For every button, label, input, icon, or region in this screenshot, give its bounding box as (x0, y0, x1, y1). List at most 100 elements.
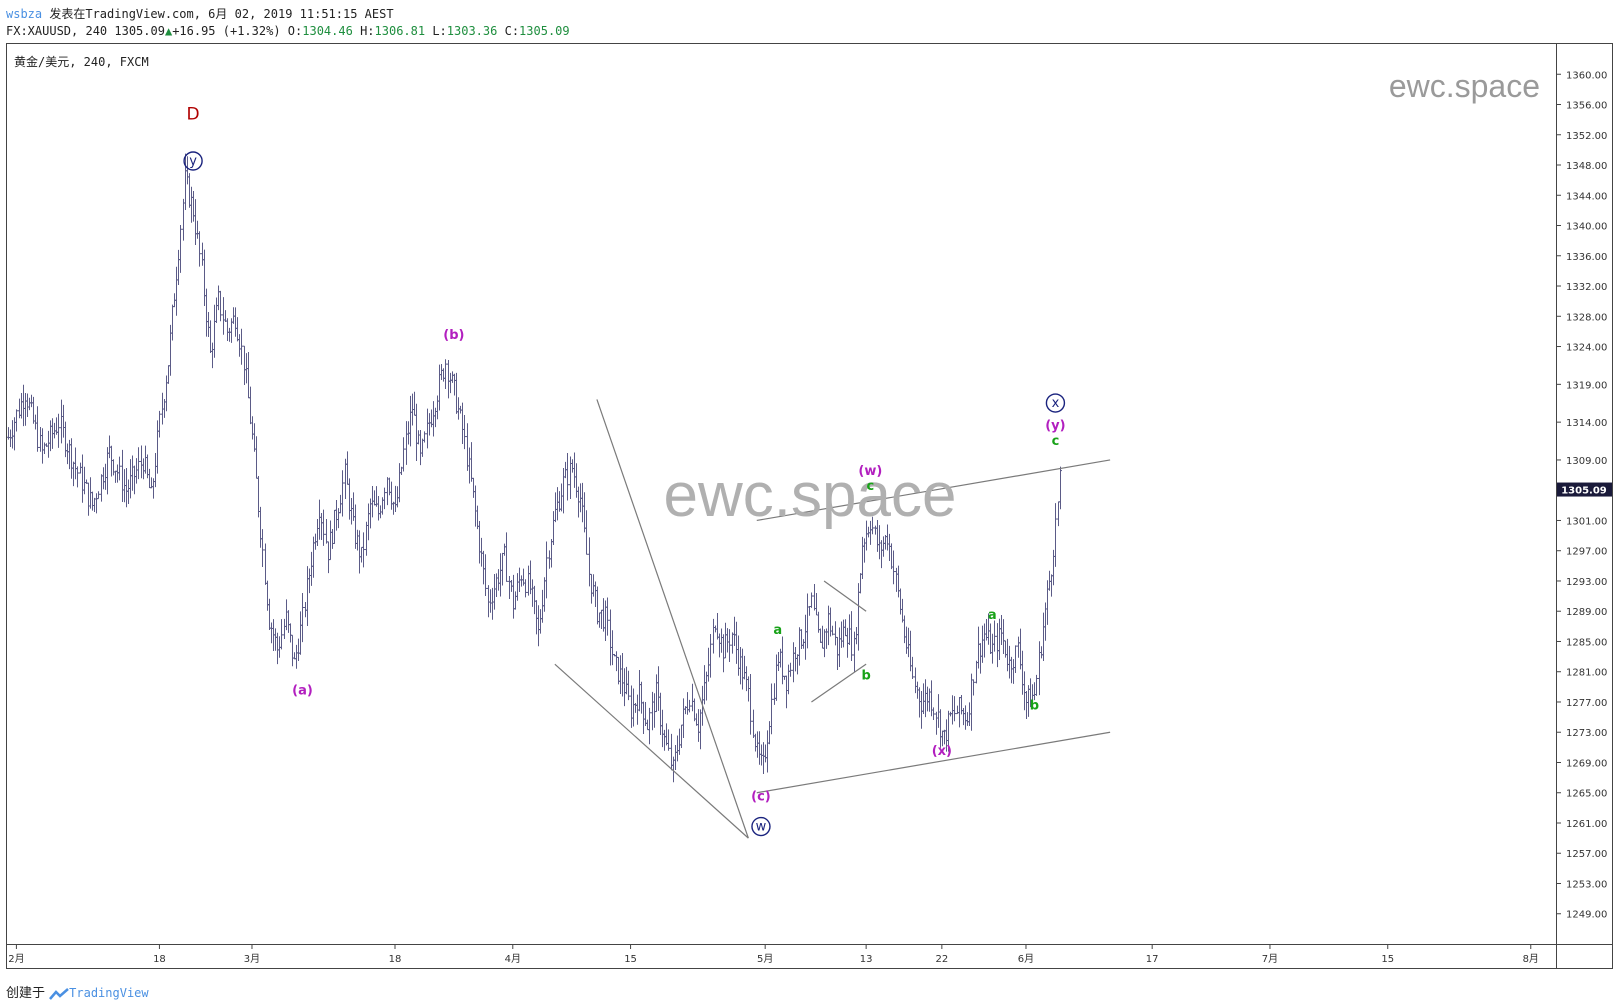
ohlc-bar (901, 598, 904, 623)
ohlc-bar (297, 638, 300, 661)
ohlc-bar (41, 428, 44, 464)
ohlc-bar (762, 742, 765, 774)
ohlc-bar (43, 442, 46, 454)
ohlc-bar (93, 497, 96, 512)
ohlc-bar (661, 709, 664, 748)
y-tick-label: 1285.00 (1566, 637, 1607, 648)
ohlc-bar (863, 538, 866, 563)
ohlc-bar (62, 404, 65, 438)
ohlc-bar (449, 372, 452, 394)
ohlc-bar (724, 622, 727, 659)
ohlc-bar (1052, 549, 1055, 586)
ohlc-bar (337, 508, 340, 529)
y-tick-label: 1309.00 (1566, 456, 1607, 467)
ohlc-bar (289, 623, 292, 643)
ohlc-bar (201, 242, 204, 266)
ohlc-bar (179, 225, 182, 273)
ohlc-bar (251, 416, 254, 440)
ohlc-bar (682, 698, 685, 738)
price-axis[interactable]: 1360.00 1356.00 1352.00 1348.00 1344.00 1340.… (1556, 70, 1612, 921)
ohlc-bar (844, 619, 847, 637)
ohlc-bar (1054, 503, 1057, 567)
ohlc-bar (627, 670, 630, 701)
ohlc-bar (583, 492, 586, 533)
ohlc-bar (304, 602, 307, 618)
high-value: 1306.81 (374, 24, 426, 38)
ohlc-bar (653, 693, 656, 728)
ohlc-bar (815, 592, 818, 616)
ohlc-bar (680, 724, 683, 748)
ohlc-bar (773, 683, 776, 705)
ohlc-bar (905, 626, 908, 654)
y-tick-label: 1328.00 (1566, 312, 1607, 323)
ohlc-bar (516, 573, 519, 601)
ohlc-bar (226, 318, 229, 342)
ohlc-bar (188, 173, 191, 208)
ohlc-bar (850, 611, 853, 662)
tradingview-logo-icon (49, 987, 69, 1000)
ohlc-bar (501, 552, 504, 586)
ohlc-bar (503, 543, 506, 556)
time-axis[interactable]: 2月 18 3月 18 4月 15 5月 13 22 6月 17 7月 15 8月 (8, 944, 1539, 965)
ohlc-bar (367, 503, 370, 541)
change-value: +16.95 (+1.32%) (172, 24, 281, 38)
wave-label-c-paren: (c) (751, 789, 771, 804)
ohlc-bar (495, 573, 498, 598)
ohlc-bar (234, 307, 237, 337)
ohlc-bar (663, 729, 666, 751)
high-label: H: (360, 24, 375, 38)
ohlc-bar (827, 605, 830, 646)
trend-line (823, 580, 867, 612)
ohlc-bar (914, 667, 917, 694)
ohlc-bar (224, 310, 227, 323)
ohlc-bar (308, 568, 311, 594)
x-tick-label: 22 (935, 954, 948, 965)
ohlc-bar (520, 575, 523, 587)
ohlc-bar (396, 486, 399, 508)
ohlc-bar (937, 694, 940, 728)
ohlc-bar (703, 665, 706, 705)
ohlc-bar (796, 654, 799, 675)
ohlc-bar (70, 438, 73, 479)
ohlc-bar (491, 587, 494, 620)
ohlc-bar (360, 546, 363, 563)
ohlc-bar (1012, 659, 1015, 684)
ohlc-bar (205, 288, 208, 337)
trend-line (596, 399, 749, 839)
ohlc-bar (1044, 602, 1047, 641)
ohlc-bar (733, 616, 736, 647)
y-tick-label: 1261.00 (1566, 819, 1607, 830)
y-tick-label: 1352.00 (1566, 131, 1607, 142)
current-price-tag (1557, 482, 1612, 497)
ohlc-bar (79, 462, 82, 474)
ohlc-bar (466, 423, 469, 471)
wave-label-a-paren: (a) (292, 683, 313, 698)
ohlc-bar (983, 623, 986, 658)
ohlc-bar (295, 644, 298, 669)
ohlc-bar (657, 666, 660, 711)
ohlc-bar (1017, 636, 1020, 658)
ohlc-bar (735, 621, 738, 664)
y-tick-label: 1269.00 (1566, 758, 1607, 769)
author-link[interactable]: wsbza (6, 7, 43, 21)
ohlc-bar (1040, 646, 1043, 659)
wave-label-D: D (187, 105, 200, 125)
ohlc-bar (1023, 671, 1026, 711)
ohlc-bar (533, 585, 536, 615)
y-tick-label: 1257.00 (1566, 849, 1607, 860)
tradingview-link[interactable]: TradingView (69, 986, 149, 1000)
ohlc-bar (836, 636, 839, 670)
ohlc-bar (600, 609, 603, 629)
ohlc-bar (777, 651, 780, 672)
ohlc-bar (897, 565, 900, 598)
wave-label-circle-y-circle (183, 151, 203, 171)
ohlc-bar (892, 550, 895, 585)
wave-label-a-green-1: a (773, 623, 782, 638)
ohlc-bar (453, 373, 456, 396)
ohlc-bar (686, 692, 689, 715)
ohlc-bar (438, 364, 441, 411)
ohlc-bar (535, 600, 538, 635)
ohlc-bar (739, 647, 742, 685)
ohlc-bar (482, 550, 485, 585)
